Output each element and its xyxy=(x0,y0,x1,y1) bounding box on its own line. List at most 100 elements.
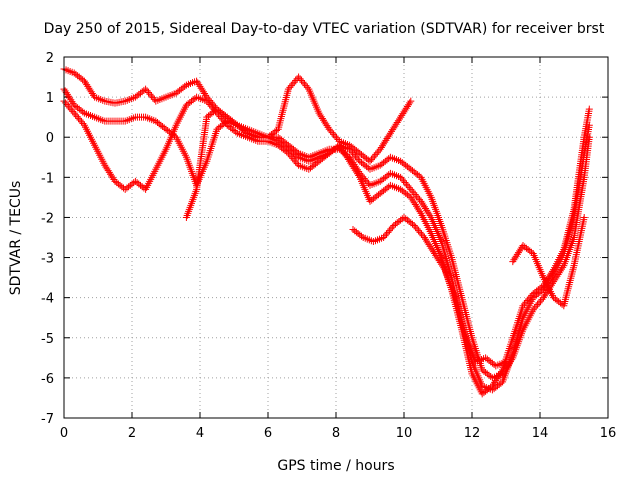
data-point xyxy=(554,270,562,278)
data-point xyxy=(217,114,225,122)
data-point xyxy=(511,254,519,262)
data-point xyxy=(343,154,351,162)
data-point xyxy=(84,82,92,90)
data-point xyxy=(391,122,399,130)
data-point xyxy=(287,82,295,90)
data-point xyxy=(181,82,189,90)
data-point xyxy=(143,87,151,95)
data-point xyxy=(428,246,436,254)
data-point xyxy=(86,86,94,94)
data-point xyxy=(439,262,447,270)
data-point xyxy=(328,129,336,137)
data-point xyxy=(522,298,530,306)
data-point xyxy=(488,382,496,390)
data-point xyxy=(350,150,358,158)
data-point xyxy=(558,265,566,273)
data-point xyxy=(516,247,524,255)
data-point xyxy=(376,145,384,153)
data-point xyxy=(407,185,415,193)
data-point xyxy=(194,79,202,87)
data-point xyxy=(414,204,422,212)
chart-title: Day 250 of 2015, Sidereal Day-to-day VTE… xyxy=(44,21,605,37)
data-point xyxy=(108,172,116,180)
data-point xyxy=(383,135,391,143)
data-point xyxy=(405,101,413,109)
data-point xyxy=(325,125,333,133)
data-point xyxy=(195,81,203,89)
data-point xyxy=(75,114,83,122)
data-point xyxy=(388,127,396,135)
data-point xyxy=(383,230,391,238)
data-point xyxy=(409,197,417,205)
data-point xyxy=(63,90,71,98)
data-point xyxy=(386,129,394,137)
y-tick-label: -4 xyxy=(41,292,54,307)
y-tick-label: -5 xyxy=(41,332,54,347)
data-point xyxy=(546,271,554,279)
data-point xyxy=(408,187,416,195)
data-point xyxy=(295,73,303,81)
data-point xyxy=(395,115,403,123)
data-point xyxy=(387,225,395,233)
data-point xyxy=(88,90,96,98)
data-point xyxy=(381,138,389,146)
data-point xyxy=(416,228,424,236)
data-point xyxy=(547,269,555,277)
data-point xyxy=(392,120,400,128)
data-point xyxy=(580,213,588,221)
data-point xyxy=(203,97,211,105)
data-point xyxy=(354,156,362,164)
data-point xyxy=(420,234,428,241)
data-point xyxy=(105,168,113,176)
data-point xyxy=(415,206,423,214)
data-point xyxy=(317,113,325,121)
data-point xyxy=(424,208,432,216)
data-point xyxy=(331,132,339,140)
data-point xyxy=(347,159,355,167)
data-point xyxy=(64,102,72,110)
data-point xyxy=(338,145,346,153)
data-point xyxy=(427,244,435,252)
data-point xyxy=(302,82,310,90)
y-tick-label: -2 xyxy=(41,211,54,226)
data-point xyxy=(496,369,504,377)
data-point xyxy=(585,105,593,113)
data-point xyxy=(65,92,73,100)
data-point xyxy=(352,168,360,176)
y-tick-label: -3 xyxy=(41,252,54,267)
y-tick-label: -7 xyxy=(41,412,54,427)
data-point xyxy=(300,80,308,88)
data-point xyxy=(402,180,410,188)
data-point xyxy=(321,118,329,126)
data-point xyxy=(303,83,311,91)
data-point xyxy=(79,119,87,127)
data-point xyxy=(400,177,408,185)
x-tick-label: 14 xyxy=(532,426,549,441)
data-point xyxy=(67,96,75,104)
data-point xyxy=(436,258,444,266)
data-point xyxy=(531,304,539,312)
data-point xyxy=(296,75,304,83)
data-point xyxy=(207,102,215,110)
plot-frame xyxy=(63,56,609,419)
data-point xyxy=(406,99,414,107)
data-point xyxy=(393,119,401,127)
data-point xyxy=(358,232,365,240)
data-point xyxy=(298,76,306,84)
x-tick-label: 2 xyxy=(128,426,136,441)
data-point xyxy=(409,220,416,228)
data-point xyxy=(405,184,413,192)
data-point xyxy=(502,358,510,366)
y-tick-label: 0 xyxy=(46,131,54,146)
data-point xyxy=(196,82,204,90)
data-point xyxy=(381,232,389,240)
data-point xyxy=(419,232,427,240)
data-point xyxy=(494,373,502,381)
data-point xyxy=(389,126,397,134)
data-point xyxy=(284,85,292,93)
data-point xyxy=(80,77,88,85)
data-point xyxy=(435,257,443,265)
data-point xyxy=(559,263,567,271)
data-point xyxy=(286,83,294,91)
data-point xyxy=(316,111,324,119)
